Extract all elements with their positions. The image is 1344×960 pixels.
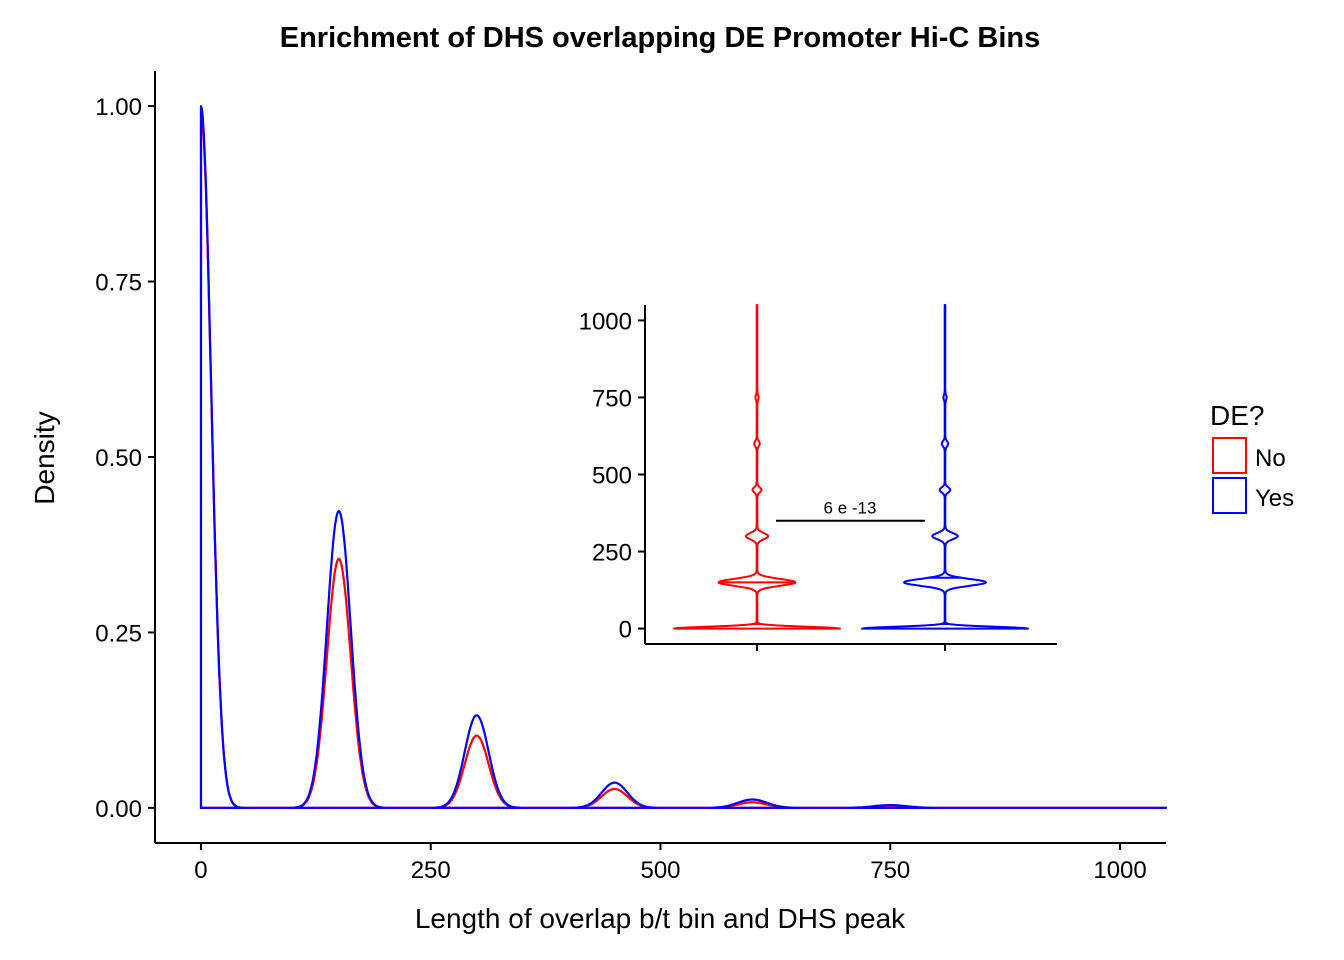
y-axis-title: Density	[29, 411, 60, 504]
density-series	[199, 105, 1168, 809]
inset-violin-plot: 0 250 500 750 1000	[579, 304, 1057, 651]
inset-y-tick-label: 1000	[579, 308, 632, 335]
legend: DE? No Yes	[1210, 400, 1294, 514]
x-tick-label: 0	[194, 857, 207, 884]
inset-y-tick-label: 0	[619, 617, 632, 644]
y-tick-label: 0.00	[95, 796, 142, 823]
x-axis-title: Length of overlap b/t bin and DHS peak	[415, 903, 906, 934]
x-tick-label: 750	[870, 857, 910, 884]
y-tick-label: 0.50	[95, 445, 142, 472]
x-tick-label: 500	[640, 857, 680, 884]
x-tick-label: 1000	[1093, 857, 1146, 884]
legend-swatch-yes	[1212, 477, 1247, 514]
y-tick-label: 1.00	[95, 94, 142, 121]
x-tick-label: 250	[411, 857, 451, 884]
legend-label-yes: Yes	[1255, 485, 1294, 512]
chart-title: Enrichment of DHS overlapping DE Promote…	[280, 22, 1041, 54]
legend-title: DE?	[1210, 400, 1264, 431]
violin-yes	[861, 304, 1029, 630]
legend-label-no: No	[1255, 445, 1286, 472]
density-line-no	[199, 112, 1168, 809]
significance-label: 6 e -13	[824, 499, 877, 518]
inset-y-tick-label: 750	[592, 385, 632, 412]
legend-swatch-no	[1212, 437, 1247, 474]
inset-y-tick-label: 250	[592, 540, 632, 567]
violin-no	[673, 304, 841, 630]
inset-y-tick-label: 500	[592, 463, 632, 490]
y-tick-label: 0.25	[95, 620, 142, 647]
y-tick-label: 0.75	[95, 270, 142, 297]
main-axes: 0.00 0.25 0.50 0.75 1.00 0 250 500 750 1000	[95, 71, 1166, 884]
density-line-yes	[199, 105, 1168, 809]
